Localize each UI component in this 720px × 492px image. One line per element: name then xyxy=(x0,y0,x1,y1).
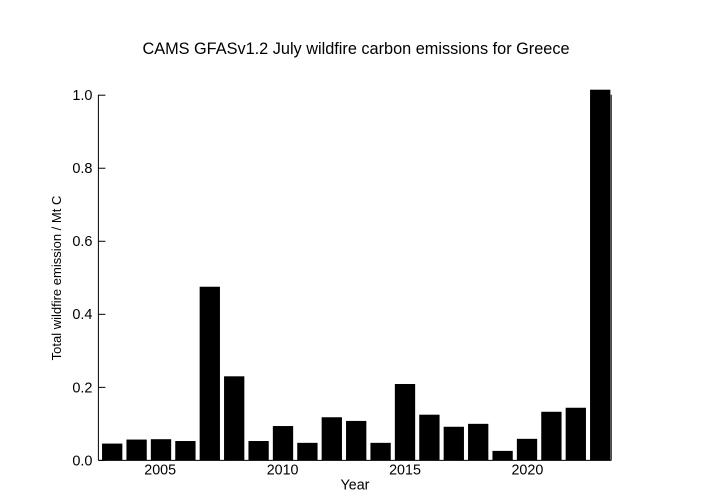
svg-text:Total wildfire emission / Mt C: Total wildfire emission / Mt C xyxy=(49,196,64,361)
svg-text:0.8: 0.8 xyxy=(72,161,92,177)
svg-text:1.0: 1.0 xyxy=(72,88,92,104)
svg-text:2020: 2020 xyxy=(511,463,543,479)
svg-text:CAMS GFASv1.2 July wildfire ca: CAMS GFASv1.2 July wildfire carbon emiss… xyxy=(142,40,569,58)
svg-text:2005: 2005 xyxy=(144,463,176,479)
svg-text:Year: Year xyxy=(341,478,370,492)
svg-text:0.0: 0.0 xyxy=(72,453,92,469)
svg-text:2010: 2010 xyxy=(267,463,299,479)
svg-text:0.2: 0.2 xyxy=(72,380,92,396)
svg-text:2015: 2015 xyxy=(389,463,421,479)
svg-text:0.6: 0.6 xyxy=(72,234,92,250)
svg-text:0.4: 0.4 xyxy=(72,307,92,323)
